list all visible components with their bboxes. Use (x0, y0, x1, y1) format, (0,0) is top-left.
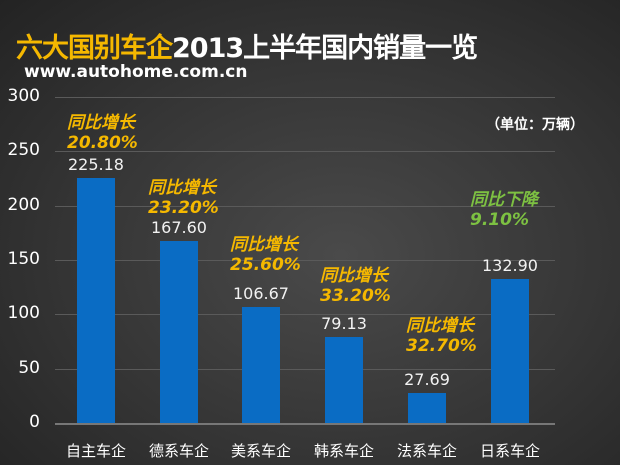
change-annotation: 同比增长 33.20% (320, 266, 391, 306)
bar-2 (160, 240, 198, 423)
change-percent: 25.60% (230, 255, 301, 275)
x-category-label: 日系车企 (479, 442, 540, 460)
bar-value-label: 106.67 (233, 284, 289, 304)
y-tick-label: 200 (7, 194, 40, 215)
gridline (55, 368, 555, 370)
change-percent: 20.80% (67, 133, 138, 153)
gridline (55, 97, 555, 98)
gridline (55, 151, 555, 153)
chart-title: 六大国别车企2013上半年国内销量一览 (16, 26, 478, 65)
x-category-label: 美系车企 (230, 442, 291, 460)
change-label: 同比增长 (148, 178, 216, 198)
bar-4 (325, 337, 363, 423)
y-tick-label: 0 (29, 412, 40, 432)
x-category-label: 德系车企 (148, 442, 209, 460)
change-annotation: 同比增长 25.60% (230, 235, 301, 275)
change-label: 同比增长 (230, 235, 298, 255)
x-category-label: 韩系车企 (313, 442, 374, 460)
change-label: 同比下降 (470, 190, 538, 210)
change-annotation: 同比增长 20.80% (67, 113, 138, 153)
change-percent: 33.20% (320, 286, 391, 306)
change-percent: 9.10% (470, 210, 529, 230)
change-annotation: 同比增长 23.20% (148, 178, 219, 218)
bar-value-label: 132.90 (482, 255, 538, 275)
title-highlight: 六大国别车企 (16, 33, 173, 64)
bar-value-label: 225.18 (68, 155, 124, 175)
change-percent: 23.20% (148, 198, 219, 218)
bar-6 (491, 278, 529, 423)
bar-5 (408, 392, 446, 423)
y-tick-label: 250 (7, 140, 40, 161)
gridline (55, 423, 555, 425)
x-category-label: 自主车企 (65, 442, 126, 460)
y-tick-label: 300 (7, 86, 40, 106)
source-url: www.autohome.com.cn (24, 62, 248, 82)
bar-3 (242, 307, 280, 423)
bar-value-label: 27.69 (404, 369, 450, 389)
y-tick-label: 150 (7, 249, 40, 269)
bar-value-label: 79.13 (321, 314, 367, 333)
gridline (55, 260, 555, 261)
x-category-label: 法系车企 (396, 442, 457, 460)
change-label: 同比增长 (320, 266, 388, 286)
gridline (55, 205, 555, 207)
change-label: 同比增长 (67, 113, 135, 133)
bar-value-label: 167.60 (151, 217, 207, 237)
change-label: 同比增长 (406, 316, 474, 336)
change-annotation: 同比下降 9.10% (470, 190, 538, 230)
gridline (55, 314, 555, 316)
unit-label: （单位：万辆） (486, 117, 584, 133)
bar-1 (77, 178, 115, 423)
y-tick-label: 50 (18, 357, 40, 378)
title-rest: 2013上半年国内销量一览 (172, 33, 478, 64)
change-percent: 32.70% (406, 336, 477, 356)
change-annotation: 同比增长 32.70% (406, 316, 477, 356)
y-tick-label: 100 (7, 303, 40, 324)
